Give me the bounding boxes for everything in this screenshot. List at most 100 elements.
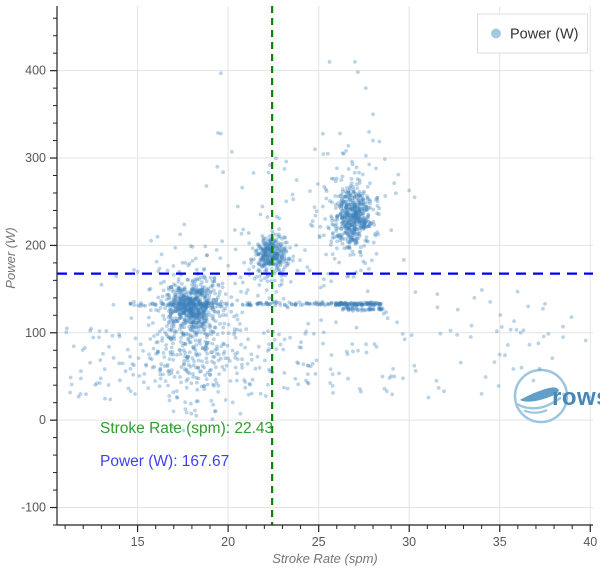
data-point (375, 196, 380, 200)
data-point (218, 289, 222, 294)
data-point (167, 372, 172, 377)
data-point (182, 304, 186, 308)
data-point (342, 301, 347, 306)
data-point (192, 301, 197, 306)
data-point (350, 213, 355, 218)
data-point (275, 252, 279, 257)
data-point (350, 342, 355, 346)
data-point (187, 313, 192, 317)
data-point (260, 255, 265, 259)
data-point (334, 226, 338, 231)
data-point (259, 245, 263, 250)
data-point (82, 346, 87, 350)
data-point (196, 311, 200, 315)
data-point (187, 261, 192, 266)
data-point (233, 352, 238, 357)
data-point (156, 295, 161, 300)
data-point (361, 197, 366, 202)
data-point (358, 245, 363, 250)
data-point (169, 311, 173, 316)
data-point (261, 253, 265, 257)
data-point (249, 261, 254, 265)
data-point (200, 280, 204, 284)
data-point (192, 312, 197, 317)
data-point (267, 245, 272, 250)
data-point (239, 231, 244, 236)
data-point (352, 306, 357, 310)
data-point (203, 295, 208, 299)
data-point (347, 230, 352, 235)
data-point (179, 330, 184, 335)
data-point (130, 362, 135, 366)
data-point (263, 246, 268, 251)
data-point (232, 330, 237, 334)
data-point (161, 372, 165, 377)
data-point (181, 311, 186, 315)
data-point (347, 218, 352, 223)
data-point (364, 200, 369, 205)
legend[interactable]: Power (W) (477, 13, 588, 54)
data-point (314, 358, 319, 363)
data-point (154, 308, 159, 312)
data-point (195, 304, 200, 309)
data-point (255, 302, 260, 307)
data-point (541, 334, 546, 339)
data-point (174, 319, 178, 324)
data-point (233, 355, 238, 360)
data-point (261, 250, 266, 254)
data-point (283, 240, 287, 245)
data-point (344, 302, 349, 307)
data-point (263, 358, 267, 363)
data-point (363, 308, 368, 312)
data-point (344, 193, 348, 198)
data-point (190, 298, 195, 302)
data-point (341, 301, 346, 306)
data-point (360, 193, 365, 198)
data-point (359, 198, 364, 203)
data-point (188, 327, 193, 331)
data-point (287, 256, 291, 261)
data-point (352, 207, 357, 211)
data-point (191, 363, 196, 368)
data-point (357, 178, 362, 183)
data-point (338, 238, 343, 243)
data-point (356, 70, 360, 74)
data-point (378, 302, 383, 306)
data-point (348, 302, 353, 306)
data-point (308, 364, 313, 369)
data-point (455, 307, 460, 312)
data-point (291, 258, 295, 263)
data-point (198, 310, 203, 315)
data-point (349, 301, 354, 305)
data-point (172, 296, 176, 300)
data-point (212, 355, 217, 359)
data-point (193, 297, 198, 301)
data-point (344, 229, 348, 234)
data-point (278, 342, 283, 347)
data-point (256, 344, 261, 349)
data-point (267, 261, 272, 266)
data-point (340, 203, 345, 208)
data-point (355, 237, 359, 241)
data-point (170, 321, 175, 326)
data-point (209, 303, 214, 308)
data-point (240, 310, 245, 315)
data-point (366, 212, 371, 217)
data-point (255, 248, 259, 253)
data-point (343, 302, 348, 307)
data-point (262, 242, 267, 246)
data-point (177, 292, 182, 297)
data-point (357, 217, 361, 221)
data-point (188, 317, 193, 322)
data-point (151, 346, 156, 351)
data-point (193, 315, 198, 319)
data-point (183, 342, 188, 347)
data-point (336, 234, 340, 239)
data-point (343, 306, 347, 311)
data-point (199, 314, 204, 319)
data-point (349, 306, 354, 310)
data-point (345, 207, 350, 212)
data-point (171, 273, 176, 277)
data-point (285, 263, 290, 268)
data-point (214, 297, 219, 302)
